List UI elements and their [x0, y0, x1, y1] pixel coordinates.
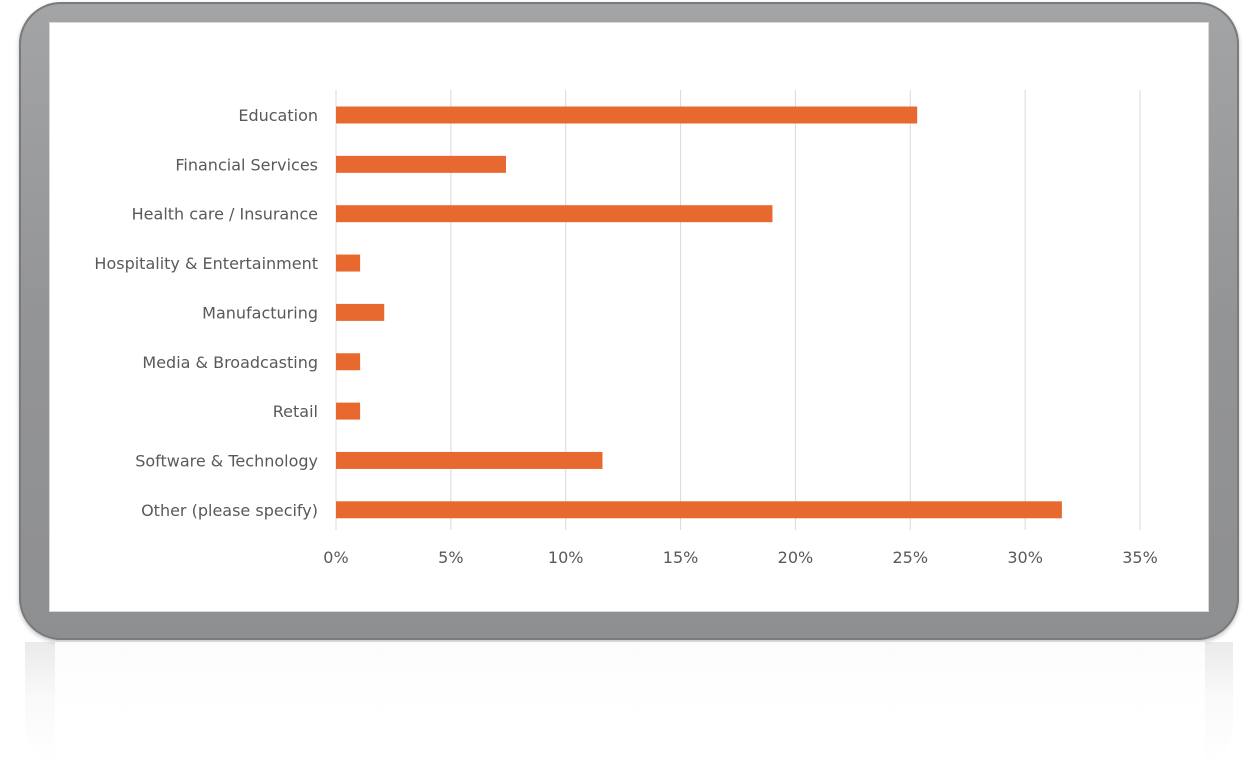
x-tick-label: 35%: [1122, 548, 1158, 567]
x-tick-label: 0%: [323, 548, 348, 567]
bar: [336, 402, 361, 420]
bar: [336, 254, 361, 272]
category-label: Education: [238, 106, 318, 125]
bar: [336, 353, 361, 371]
category-labels: Education Financial Services Health care /…: [94, 106, 318, 520]
x-tick-label: 5%: [438, 548, 463, 567]
bars: [336, 106, 1062, 519]
bar: [336, 205, 773, 223]
category-label: Other (please specify): [141, 501, 318, 520]
x-tick-label: 20%: [778, 548, 814, 567]
x-tick-label: 25%: [893, 548, 929, 567]
x-tick-labels: 0% 5% 10% 15% 20% 25% 30% 35%: [323, 548, 1157, 567]
reflection-inner: [55, 642, 1205, 766]
category-label: Software & Technology: [135, 451, 318, 470]
x-tick-label: 30%: [1007, 548, 1043, 567]
bar: [336, 155, 506, 173]
x-tick-label: 15%: [663, 548, 699, 567]
device-reflection: [25, 642, 1233, 766]
bar: [336, 501, 1062, 519]
bar: [336, 106, 918, 124]
category-label: Manufacturing: [202, 303, 318, 322]
category-label: Hospitality & Entertainment: [94, 254, 318, 273]
category-label: Retail: [273, 402, 318, 421]
category-label: Health care / Insurance: [132, 205, 318, 224]
bar: [336, 451, 603, 469]
category-label: Financial Services: [175, 155, 318, 174]
category-label: Media & Broadcasting: [142, 353, 318, 372]
bar: [336, 303, 385, 321]
x-tick-label: 10%: [548, 548, 584, 567]
chart-screen: Education Financial Services Health care /…: [49, 22, 1209, 612]
bar-chart: Education Financial Services Health care /…: [94, 90, 1158, 567]
